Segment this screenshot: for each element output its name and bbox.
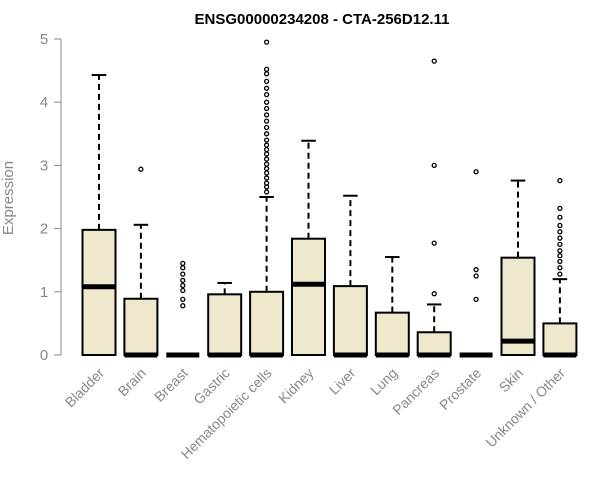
y-tick-label: 4 [40,94,48,111]
box-bladder [81,74,117,356]
box-breast [166,260,200,358]
outlier-point [263,91,270,98]
outlier-point [263,165,270,172]
box-brain [123,166,159,358]
box-hematopoietic-cells [249,39,285,358]
box-rect [291,237,326,357]
box-rect [542,322,578,356]
box-gastric [207,281,243,358]
outlier-point [431,291,437,297]
box-pancreas [416,58,452,358]
box-rect [416,331,452,356]
outlier-point [557,253,563,259]
box-lung [374,256,410,358]
y-tick-label: 5 [40,31,48,48]
outlier-point [263,71,270,77]
x-tick-label: Skin [496,365,527,396]
x-tick-label: Pancreas [389,365,442,418]
outlier-point [473,169,479,175]
outlier-point [557,177,563,184]
outlier-point [431,58,437,64]
x-tick-label: Kidney [275,365,317,407]
outlier-point [263,124,270,131]
box-rect [81,228,117,356]
outlier-point [263,112,270,118]
box-unknown-other [542,177,578,358]
outlier-point [263,131,270,137]
outlier-point [557,265,563,271]
outlier-point [557,214,563,220]
outlier-point [557,229,563,235]
y-tick-label: 1 [40,284,48,301]
outlier-point [180,303,186,309]
outlier-point [557,205,563,212]
box-prostate [459,169,493,358]
outlier-point [263,170,270,176]
x-tick-label: Prostate [436,365,484,413]
outlier-point [263,180,270,186]
outlier-point [473,273,479,279]
outlier-point [263,66,270,72]
outlier-point [180,296,186,303]
box-rect [123,297,159,357]
outlier-point [557,248,563,254]
box-rect [374,311,410,357]
box-skin [500,179,536,356]
outlier-point [180,287,186,294]
x-tick-label: Bladder [62,365,108,411]
outlier-point [263,99,270,105]
outlier-point [473,296,479,303]
outlier-point [263,146,270,153]
outlier-point [263,142,270,148]
outlier-point [263,161,270,167]
outlier-point [263,156,270,162]
outlier-point [557,241,563,248]
outlier-point [263,118,270,124]
x-tick-label: Unknown / Other [482,365,568,451]
box-liver [332,194,368,358]
x-tick-label: Lung [367,365,400,398]
outlier-point [180,271,186,277]
outlier-point [180,277,186,284]
chart-title: ENSG00000234208 - CTA-256D12.11 [195,11,450,28]
x-tick-label: Breast [151,365,191,405]
y-tick-label: 0 [40,347,48,364]
outlier-point [557,258,563,265]
outlier-point [473,267,479,273]
outlier-point [263,78,270,84]
y-tick-label: 2 [40,221,48,238]
outlier-point [263,137,270,143]
outlier-point [263,189,270,195]
outlier-point [557,271,563,277]
outlier-point [180,282,186,289]
y-axis: 0 1 2 3 4 5 [40,31,62,364]
x-tick-label: Liver [326,365,359,398]
x-tick-label: Brain [115,365,149,399]
y-axis-label: Expression [0,161,17,235]
outlier-point [263,175,270,181]
boxes-group [81,39,578,358]
box-rect [249,290,285,356]
outlier-point [431,240,437,246]
outlier-point [180,265,186,271]
box-rect [207,293,243,357]
box-kidney [291,139,326,357]
outlier-point [263,39,270,45]
outlier-point [431,162,437,169]
outlier-point [557,235,563,241]
y-tick-label: 3 [40,157,48,174]
outlier-point [263,151,270,157]
box-rect [332,285,368,356]
outlier-point [557,222,563,229]
outlier-point [263,105,270,112]
outlier-point [180,260,186,267]
outlier-point [263,85,270,91]
outlier-point [138,166,144,172]
